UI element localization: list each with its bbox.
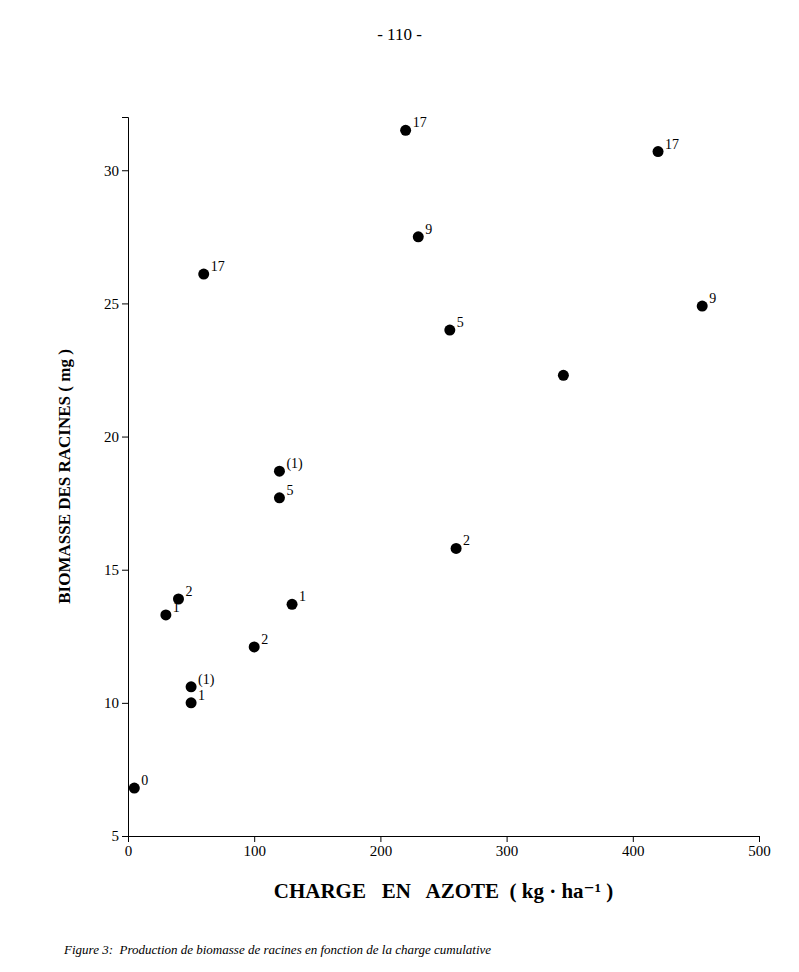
tick-mark (122, 437, 128, 438)
point-label: 17 (413, 115, 427, 130)
tick-mark (122, 836, 128, 837)
point-label: 2 (185, 584, 192, 599)
point-label: 5 (286, 483, 293, 498)
point-label: 2 (463, 533, 470, 548)
tick-label: 500 (748, 843, 771, 859)
tick-label: 200 (370, 843, 393, 859)
plot-area: 01002003004005005101520253001(1)122(1)51… (104, 115, 771, 858)
tick: 20 (104, 429, 128, 445)
tick-mark (122, 570, 128, 571)
point-label: 9 (425, 222, 432, 237)
point-label: 17 (211, 259, 225, 274)
tick-mark (507, 836, 508, 842)
tick: 5 (112, 828, 129, 844)
tick-mark (122, 303, 128, 304)
y-axis-title: BIOMASSE DES RACINES ( mg ) (55, 349, 74, 604)
tick-mark (633, 836, 634, 842)
point (697, 301, 708, 312)
tick-mark (759, 836, 760, 842)
tick-label: 10 (104, 695, 119, 711)
chart: 01002003004005005101520253001(1)122(1)51… (0, 0, 799, 972)
point (249, 641, 260, 652)
tick: 0 (125, 836, 133, 859)
tick: 100 (243, 836, 266, 859)
point (653, 146, 664, 157)
tick-label: 300 (496, 843, 518, 859)
point-label: 9 (709, 291, 716, 306)
point (198, 269, 209, 280)
axis-line (129, 837, 760, 843)
x-axis-title: CHARGE EN AZOTE ( kg · ha⁻¹ ) (274, 879, 613, 903)
tick: 200 (370, 836, 393, 859)
tick: 300 (496, 836, 518, 859)
point (186, 697, 197, 708)
tick-label: 30 (104, 163, 119, 179)
point (274, 492, 285, 503)
point-label: (1) (286, 456, 303, 472)
point (274, 466, 285, 477)
point (413, 231, 424, 242)
tick-mark (122, 703, 128, 704)
caption: Figure 3: Production de biomasse de raci… (63, 942, 491, 957)
point-label: 1 (198, 688, 205, 703)
tick-label: 400 (622, 843, 645, 859)
tick: 400 (622, 836, 645, 859)
point (287, 599, 298, 610)
point (444, 325, 455, 336)
tick: 10 (104, 695, 128, 711)
tick-label: 15 (104, 562, 119, 578)
tick: 15 (104, 562, 128, 578)
title: - 110 - (377, 25, 422, 44)
point-label: 1 (173, 600, 180, 615)
point (558, 370, 569, 381)
point (160, 609, 171, 620)
tick-label: 5 (112, 828, 120, 844)
point (129, 783, 140, 794)
point-label: (1) (198, 672, 215, 688)
point-labels: 01(1)122(1)511717952179 (141, 115, 716, 788)
tick: 500 (748, 836, 771, 859)
point-label: 2 (261, 632, 268, 647)
tick-label: 20 (104, 429, 119, 445)
axis-line (122, 118, 129, 837)
point (451, 543, 462, 554)
point-label: 5 (457, 315, 464, 330)
tick-label: 0 (125, 843, 133, 859)
point (186, 681, 197, 692)
y-axis: 5 10 15 20 25 30 (104, 118, 129, 845)
point-label: 1 (299, 589, 306, 604)
tick: 25 (104, 296, 128, 312)
tick-mark (254, 836, 255, 842)
tick-mark (122, 170, 128, 171)
tick-mark (380, 836, 381, 842)
tick-label: 100 (243, 843, 266, 859)
point (400, 125, 411, 136)
tick: 30 (104, 163, 128, 179)
points (129, 125, 708, 794)
tick-label: 25 (104, 296, 119, 312)
point-label: 17 (665, 137, 679, 152)
point-label: 0 (141, 773, 148, 788)
x-axis: 0 100 200 300 400 500 (125, 836, 771, 859)
